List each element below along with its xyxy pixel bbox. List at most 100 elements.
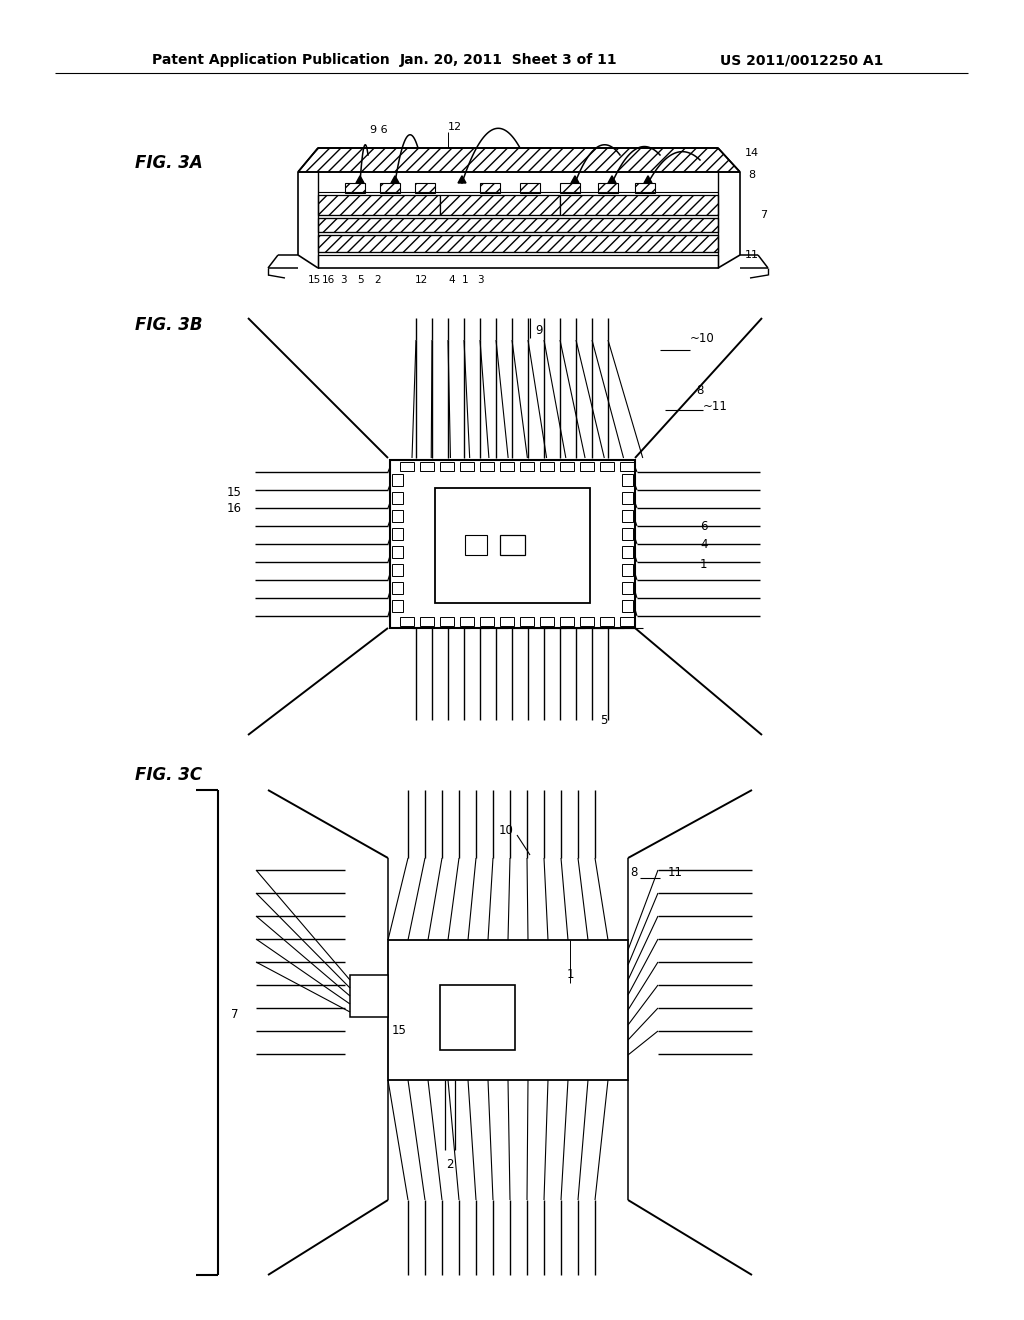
Bar (600, 462, 614, 471)
Bar (600, 616, 614, 626)
Bar (580, 462, 594, 471)
Bar (500, 616, 514, 626)
Bar (560, 616, 574, 626)
Bar (392, 528, 403, 540)
Bar (392, 510, 403, 521)
Bar (460, 616, 474, 626)
Bar (380, 183, 400, 193)
Bar (350, 975, 388, 1016)
Bar (622, 492, 633, 504)
Text: 4: 4 (449, 275, 455, 285)
Text: 8: 8 (696, 384, 703, 396)
Polygon shape (356, 176, 364, 183)
Bar (622, 546, 633, 558)
Text: 11: 11 (668, 866, 683, 879)
Polygon shape (644, 176, 652, 183)
Text: 15: 15 (392, 1023, 407, 1036)
Text: Patent Application Publication: Patent Application Publication (152, 53, 390, 67)
Text: 3: 3 (340, 275, 347, 285)
Text: 15: 15 (308, 275, 322, 285)
Text: 11: 11 (745, 249, 759, 260)
Bar (400, 462, 414, 471)
Bar (560, 462, 574, 471)
Bar (392, 546, 403, 558)
Text: 2: 2 (446, 1159, 454, 1172)
Bar (415, 183, 435, 193)
Polygon shape (318, 218, 718, 232)
Text: 1: 1 (566, 969, 573, 982)
Bar (392, 564, 403, 576)
Text: FIG. 3B: FIG. 3B (135, 315, 203, 334)
Text: 8: 8 (748, 170, 755, 180)
Bar (620, 616, 634, 626)
Bar (392, 582, 403, 594)
Bar (622, 564, 633, 576)
Bar (500, 462, 514, 471)
Text: FIG. 3A: FIG. 3A (135, 154, 203, 172)
Bar (540, 616, 554, 626)
Text: 10: 10 (499, 824, 513, 837)
Bar (622, 601, 633, 612)
Bar (480, 462, 494, 471)
Text: 7: 7 (230, 1008, 238, 1022)
Text: 14: 14 (745, 148, 759, 158)
Bar (580, 616, 594, 626)
Bar (520, 616, 534, 626)
Bar (622, 528, 633, 540)
Polygon shape (391, 176, 399, 183)
Bar (520, 462, 534, 471)
Bar (460, 462, 474, 471)
Bar (440, 985, 515, 1049)
Polygon shape (318, 195, 440, 215)
Bar (392, 474, 403, 486)
Polygon shape (571, 176, 579, 183)
Polygon shape (318, 235, 718, 252)
Bar (480, 183, 500, 193)
Text: US 2011/0012250 A1: US 2011/0012250 A1 (720, 53, 884, 67)
Text: 4: 4 (700, 539, 708, 552)
Bar (440, 616, 454, 626)
Text: 5: 5 (357, 275, 364, 285)
Polygon shape (298, 148, 740, 172)
Bar (465, 535, 487, 554)
Text: 9 6: 9 6 (370, 125, 388, 135)
Bar (620, 462, 634, 471)
Bar (622, 474, 633, 486)
Text: 15: 15 (227, 486, 242, 499)
Bar (400, 616, 414, 626)
Bar (390, 459, 635, 628)
Bar (388, 940, 628, 1080)
Text: 12: 12 (449, 121, 462, 132)
Bar (598, 183, 618, 193)
Text: 16: 16 (322, 275, 335, 285)
Bar (500, 535, 525, 554)
Text: 6: 6 (700, 520, 708, 532)
Bar (540, 462, 554, 471)
Bar (345, 183, 365, 193)
Text: 1: 1 (700, 557, 708, 570)
Bar (440, 462, 454, 471)
Text: 8: 8 (630, 866, 637, 879)
Text: 16: 16 (227, 502, 242, 515)
Text: 2: 2 (374, 275, 381, 285)
Bar (420, 616, 434, 626)
Text: 7: 7 (760, 210, 767, 220)
Bar (420, 462, 434, 471)
Polygon shape (440, 195, 560, 215)
Text: Jan. 20, 2011  Sheet 3 of 11: Jan. 20, 2011 Sheet 3 of 11 (400, 53, 617, 67)
Text: ~11: ~11 (703, 400, 728, 413)
Bar (635, 183, 655, 193)
Text: ~10: ~10 (690, 331, 715, 345)
Polygon shape (560, 195, 718, 215)
Bar (520, 183, 540, 193)
Bar (435, 488, 590, 603)
Bar (480, 616, 494, 626)
Text: 3: 3 (477, 275, 483, 285)
Bar (560, 183, 580, 193)
Text: 12: 12 (415, 275, 428, 285)
Bar (392, 601, 403, 612)
Bar (622, 510, 633, 521)
Polygon shape (608, 176, 616, 183)
Text: 5: 5 (600, 714, 607, 726)
Text: FIG. 3C: FIG. 3C (135, 766, 202, 784)
